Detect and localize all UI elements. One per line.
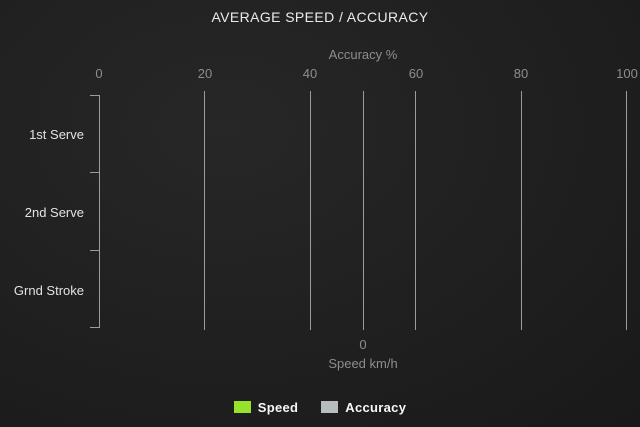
top-axis-tick-label: 0 bbox=[95, 66, 103, 81]
category-axis-tick bbox=[90, 172, 100, 173]
category-label: Grnd Stroke bbox=[13, 283, 84, 298]
gridline bbox=[415, 91, 416, 330]
legend-label-speed: Speed bbox=[257, 399, 299, 415]
top-axis-tick-label: 80 bbox=[513, 66, 529, 81]
category-label: 1st Serve bbox=[29, 127, 84, 142]
legend-label-accuracy: Accuracy bbox=[345, 399, 407, 415]
legend-item-speed[interactable]: Speed bbox=[233, 399, 299, 415]
category-label: 2nd Serve bbox=[24, 205, 84, 220]
speed-swatch-icon bbox=[233, 401, 251, 413]
gridline-speed-zero bbox=[363, 91, 364, 330]
legend-item-accuracy[interactable]: Accuracy bbox=[321, 400, 406, 415]
gridline bbox=[521, 91, 522, 330]
top-axis-tick-label: 40 bbox=[302, 66, 318, 81]
gridline bbox=[310, 91, 311, 330]
bottom-axis-title: Speed km/h bbox=[328, 356, 398, 371]
category-axis-tick bbox=[90, 327, 100, 328]
category-axis-tick bbox=[90, 95, 100, 96]
top-axis-tick-label: 20 bbox=[197, 66, 213, 81]
top-axis-title: Accuracy % bbox=[328, 47, 398, 62]
gridline bbox=[626, 91, 627, 330]
bottom-axis-tick-label: 0 bbox=[359, 337, 367, 352]
category-axis-tick bbox=[90, 250, 100, 251]
top-axis-tick-label: 60 bbox=[408, 66, 424, 81]
gridline bbox=[204, 91, 205, 330]
legend: Speed Accuracy bbox=[0, 398, 640, 416]
category-axis-line bbox=[99, 95, 100, 327]
top-axis-tick-label: 100 bbox=[616, 66, 638, 81]
chart-title: AVERAGE SPEED / ACCURACY bbox=[211, 9, 429, 25]
accuracy-swatch-icon bbox=[321, 401, 339, 413]
